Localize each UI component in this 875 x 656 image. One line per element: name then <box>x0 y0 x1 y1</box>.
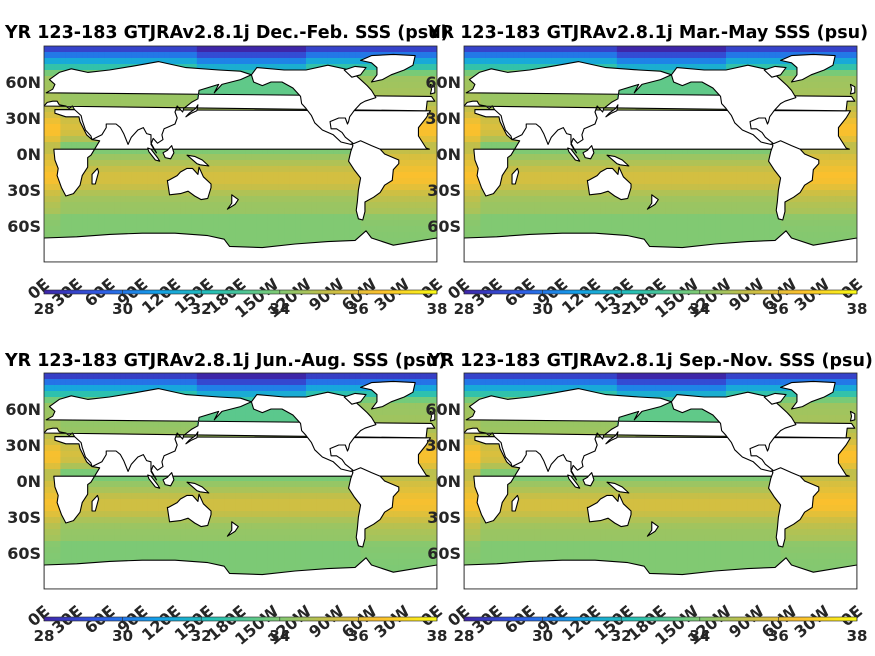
x-tick-label: 0E <box>837 601 866 630</box>
colorbar: 28 30 32 34 36 38 <box>34 289 448 318</box>
colorbar-bar <box>463 289 858 295</box>
panel-title: YR 123-183 GTJRAv2.8.1j Mar.-May SSS (ps… <box>427 23 868 43</box>
land-mask <box>464 53 857 262</box>
y-tick-label: 60N <box>425 73 461 92</box>
axes-box <box>463 45 858 263</box>
panel-4: YR 123-183 GTJRAv2.8.1j Sep.-Nov. SSS (p… <box>425 351 873 649</box>
colorbar-tick-label: 36 <box>348 627 369 645</box>
y-tick-label: 30N <box>425 109 461 128</box>
y-tick-label: 30S <box>7 508 41 527</box>
colorbar-tick-label: 28 <box>454 300 475 318</box>
y-tick-label: 60N <box>5 73 41 92</box>
x-tick-label: 0E <box>417 274 446 303</box>
x-tick-label: 30W <box>791 274 834 314</box>
y-tick-label: 0N <box>436 145 461 164</box>
y-tick-label: 30S <box>7 181 41 200</box>
x-tick-label: 30W <box>371 274 414 314</box>
colorbar: 28 30 32 34 36 38 <box>454 289 868 318</box>
x-tick-label: 0E <box>24 274 53 303</box>
colorbar-bar <box>463 616 858 622</box>
panel-1: YR 123-183 GTJRAv2.8.1j Dec.-Feb. SSS (p… <box>4 23 449 322</box>
colorbar-bar <box>43 289 438 295</box>
colorbar-tick-label: 38 <box>427 300 448 318</box>
colorbar-bar <box>43 616 438 622</box>
panel-2: YR 123-183 GTJRAv2.8.1j Mar.-May SSS (ps… <box>425 23 868 322</box>
axes-box <box>463 372 858 590</box>
colorbar-tick-label: 34 <box>269 300 290 318</box>
y-tick-label: 60S <box>7 544 41 563</box>
colorbar-tick-label: 28 <box>34 300 55 318</box>
y-tick-label: 60N <box>425 400 461 419</box>
y-tick-label: 30N <box>425 436 461 455</box>
x-tick-label: 0E <box>444 274 473 303</box>
colorbar-tick-label: 36 <box>768 300 789 318</box>
x-tick-label: 0E <box>444 601 473 630</box>
colorbar: 28 30 32 34 36 38 <box>34 616 448 645</box>
colorbar-tick-label: 38 <box>847 627 868 645</box>
y-tick-label: 60N <box>5 400 41 419</box>
colorbar-tick-label: 38 <box>847 300 868 318</box>
panel-title: YR 123-183 GTJRAv2.8.1j Dec.-Feb. SSS (p… <box>4 23 449 43</box>
colorbar-tick-label: 32 <box>191 627 212 645</box>
colorbar-tick-label: 38 <box>427 627 448 645</box>
colorbar-tick-label: 34 <box>269 627 290 645</box>
colorbar-tick-label: 30 <box>112 627 133 645</box>
colorbar-tick-label: 28 <box>454 627 475 645</box>
colorbar-tick-label: 30 <box>532 627 553 645</box>
y-tick-label: 30N <box>5 109 41 128</box>
colorbar-tick-label: 30 <box>112 300 133 318</box>
colorbar-tick-label: 36 <box>768 627 789 645</box>
colorbar-tick-label: 36 <box>348 300 369 318</box>
colorbar-tick-label: 34 <box>689 627 710 645</box>
x-tick-label: 0E <box>837 274 866 303</box>
y-tick-label: 0N <box>16 472 41 491</box>
panel-3: YR 123-183 GTJRAv2.8.1j Jun.-Aug. SSS (p… <box>4 351 447 649</box>
colorbar-tick-label: 34 <box>689 300 710 318</box>
land-mask <box>44 380 437 589</box>
x-tick-label: 90W <box>725 601 768 641</box>
y-tick-label: 0N <box>16 145 41 164</box>
y-tick-label: 0N <box>436 472 461 491</box>
colorbar-tick-label: 32 <box>611 300 632 318</box>
x-tick-label: 90W <box>305 274 348 314</box>
y-tick-label: 30S <box>427 508 461 527</box>
panels: YR 123-183 GTJRAv2.8.1j Dec.-Feb. SSS (p… <box>4 23 873 649</box>
x-tick-label: 90W <box>305 601 348 641</box>
panel-title: YR 123-183 GTJRAv2.8.1j Sep.-Nov. SSS (p… <box>427 351 873 371</box>
y-tick-label: 30N <box>5 436 41 455</box>
y-tick-label: 30S <box>427 181 461 200</box>
y-tick-label: 60S <box>427 544 461 563</box>
x-tick-label: 90W <box>725 274 768 314</box>
land-mask <box>464 380 857 589</box>
y-tick-label: 60S <box>7 217 41 236</box>
y-tick-label: 60S <box>427 217 461 236</box>
panel-title: YR 123-183 GTJRAv2.8.1j Jun.-Aug. SSS (p… <box>4 351 446 371</box>
land-mask <box>44 53 437 262</box>
axes-box <box>43 45 438 263</box>
x-tick-label: 0E <box>24 601 53 630</box>
x-tick-label: 0E <box>417 601 446 630</box>
axes-box <box>43 372 438 590</box>
colorbar-tick-label: 30 <box>532 300 553 318</box>
x-tick-label: 30W <box>371 601 414 641</box>
colorbar-tick-label: 28 <box>34 627 55 645</box>
colorbar-tick-label: 32 <box>191 300 212 318</box>
colorbar: 28 30 32 34 36 38 <box>454 616 868 645</box>
x-tick-label: 30W <box>791 601 834 641</box>
colorbar-tick-label: 32 <box>611 627 632 645</box>
